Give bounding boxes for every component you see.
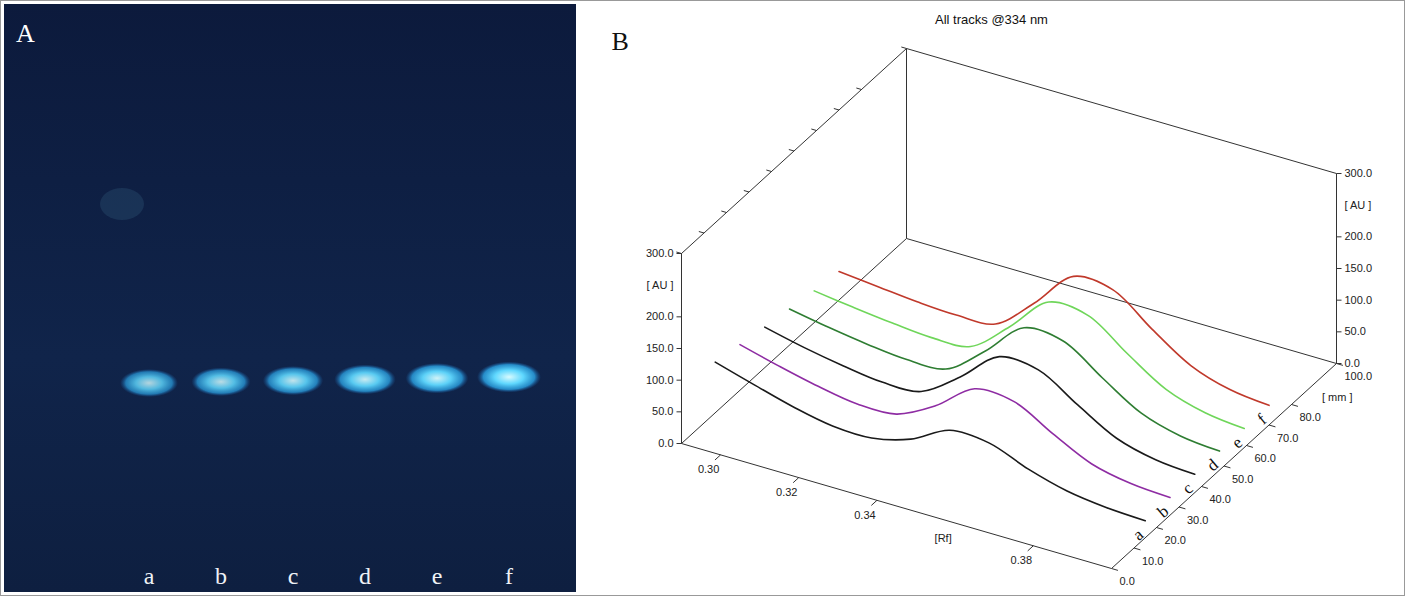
svg-text:0.34: 0.34 xyxy=(854,509,875,521)
svg-text:200.0: 200.0 xyxy=(646,310,674,322)
svg-text:80.0: 80.0 xyxy=(1300,411,1321,423)
svg-text:20.0: 20.0 xyxy=(1165,534,1186,546)
svg-text:b: b xyxy=(215,563,227,589)
svg-text:40.0: 40.0 xyxy=(1210,493,1231,505)
svg-text:0.30: 0.30 xyxy=(698,463,719,475)
svg-text:100.0: 100.0 xyxy=(646,374,674,386)
svg-text:50.0: 50.0 xyxy=(652,405,673,417)
svg-text:100.0: 100.0 xyxy=(1345,294,1373,306)
svg-text:d: d xyxy=(359,563,371,589)
svg-text:0.0: 0.0 xyxy=(658,437,673,449)
svg-text:a: a xyxy=(1129,525,1147,545)
svg-text:150.0: 150.0 xyxy=(646,342,674,354)
svg-text:0.0: 0.0 xyxy=(1345,357,1360,369)
svg-text:f: f xyxy=(505,563,513,589)
svg-text:50.0: 50.0 xyxy=(1232,473,1253,485)
svg-text:A: A xyxy=(16,19,35,48)
svg-text:200.0: 200.0 xyxy=(1345,230,1373,242)
svg-text:300.0: 300.0 xyxy=(646,247,674,259)
svg-text:0.32: 0.32 xyxy=(776,486,797,498)
svg-text:f: f xyxy=(1254,410,1271,428)
svg-text:c: c xyxy=(288,563,299,589)
svg-text:100.0: 100.0 xyxy=(1345,370,1373,382)
svg-text:a: a xyxy=(144,563,155,589)
svg-text:b: b xyxy=(1154,501,1173,521)
svg-text:0.0: 0.0 xyxy=(1120,575,1135,587)
svg-text:d: d xyxy=(1203,455,1222,475)
svg-text:10.0: 10.0 xyxy=(1142,555,1163,567)
svg-text:70.0: 70.0 xyxy=(1277,432,1298,444)
svg-text:[ AU ]: [ AU ] xyxy=(647,279,674,291)
svg-text:[Rf]: [Rf] xyxy=(935,532,952,544)
svg-text:0.38: 0.38 xyxy=(1011,554,1032,566)
svg-text:c: c xyxy=(1179,478,1197,498)
svg-text:60.0: 60.0 xyxy=(1255,452,1276,464)
svg-text:[ mm ]: [ mm ] xyxy=(1322,391,1353,403)
svg-text:150.0: 150.0 xyxy=(1345,262,1373,274)
svg-text:e: e xyxy=(1228,433,1246,452)
svg-text:All tracks @334 nm: All tracks @334 nm xyxy=(935,12,1048,27)
svg-text:e: e xyxy=(432,563,443,589)
svg-text:30.0: 30.0 xyxy=(1187,514,1208,526)
svg-text:[ AU ]: [ AU ] xyxy=(1345,199,1372,211)
svg-text:B: B xyxy=(612,27,629,56)
svg-text:50.0: 50.0 xyxy=(1345,325,1366,337)
svg-text:300.0: 300.0 xyxy=(1345,167,1373,179)
